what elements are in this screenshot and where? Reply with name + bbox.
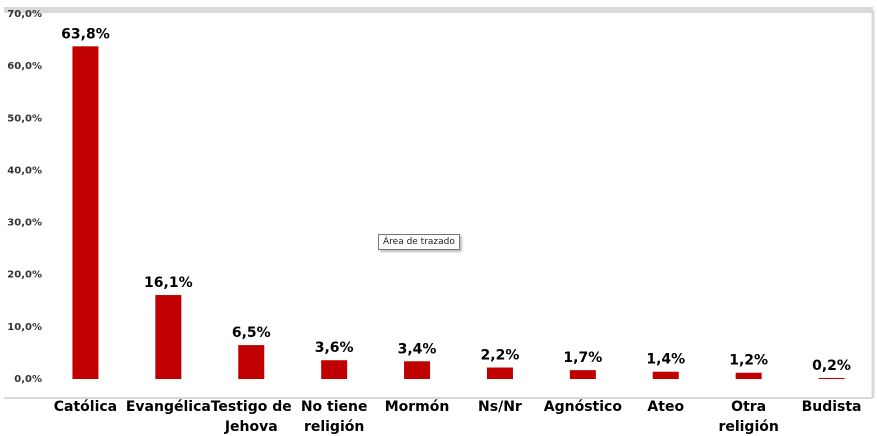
y-tick-label: 30,0% — [7, 218, 42, 229]
data-label: 0,2% — [812, 358, 851, 374]
bar[interactable] — [321, 360, 348, 379]
y-tick-label: 20,0% — [7, 270, 42, 281]
category-label: Ateo — [647, 399, 684, 415]
category-label: Otra religión — [718, 399, 778, 435]
category-label-line: Mormón — [385, 399, 450, 415]
category-label: Mormón — [385, 399, 450, 415]
data-label: 3,6% — [315, 340, 354, 356]
y-tick-label: 40,0% — [7, 165, 42, 176]
data-label: 6,5% — [232, 325, 271, 341]
bar[interactable] — [735, 372, 762, 379]
category-label: Evangélica — [126, 399, 211, 415]
y-tick-label: 70,0% — [7, 9, 42, 20]
category-label: Budista — [802, 399, 862, 415]
category-label-line: Budista — [802, 399, 862, 415]
category-label-line: religión — [304, 419, 364, 435]
y-tick-label: 10,0% — [7, 322, 42, 333]
bar[interactable] — [404, 361, 431, 379]
data-labels: 63,8% 16,1% 6,5% 3,6% 3,4% 2,2% 1,7% 1,4% 1,2% 0,… — [61, 26, 851, 374]
plot-area[interactable] — [4, 7, 875, 399]
bar[interactable] — [569, 370, 596, 379]
y-tick-label: 0,0% — [14, 374, 42, 385]
y-tick-label: 60,0% — [7, 61, 42, 72]
data-label: 1,2% — [729, 353, 768, 369]
bar[interactable] — [72, 46, 99, 379]
category-label-line: Agnóstico — [544, 399, 623, 415]
category-label-line: Testigo de — [211, 399, 292, 415]
plot-area-background — [4, 10, 873, 379]
category-label-line: Jehova — [224, 419, 278, 435]
category-label-line: Ateo — [647, 399, 684, 415]
category-label: Católica — [54, 399, 117, 415]
plot-area-tooltip: Área de trazado — [378, 234, 460, 250]
bar[interactable] — [652, 371, 679, 379]
category-label-line: Católica — [54, 399, 117, 415]
bar[interactable] — [238, 345, 265, 379]
category-label-line: Ns/Nr — [478, 399, 522, 415]
data-label: 16,1% — [144, 275, 193, 291]
y-axis: 0,0% 10,0% 20,0% 30,0% 40,0% 50,0% 60,0% 70,0% — [7, 9, 42, 385]
data-label: 1,4% — [646, 352, 685, 368]
bar[interactable] — [818, 377, 845, 379]
y-tick-label: 50,0% — [7, 113, 42, 124]
category-label-line: religión — [718, 419, 778, 435]
category-label-line: Otra — [731, 399, 766, 415]
category-label: Ns/Nr — [478, 399, 522, 415]
bar-series — [72, 46, 845, 379]
data-label: 2,2% — [481, 348, 520, 364]
data-label: 63,8% — [61, 26, 110, 42]
category-label-line: No tiene — [301, 399, 368, 415]
category-label: Agnóstico — [544, 399, 623, 415]
bar[interactable] — [155, 295, 182, 379]
x-axis: Católica Evangélica Testigo de Jehova No tie… — [54, 399, 862, 435]
category-label: Testigo de Jehova — [211, 399, 292, 435]
category-label: No tiene religión — [301, 399, 368, 435]
data-label: 1,7% — [563, 350, 602, 366]
data-label: 3,4% — [398, 341, 437, 357]
category-label-line: Evangélica — [126, 399, 211, 415]
bar[interactable] — [486, 367, 513, 379]
